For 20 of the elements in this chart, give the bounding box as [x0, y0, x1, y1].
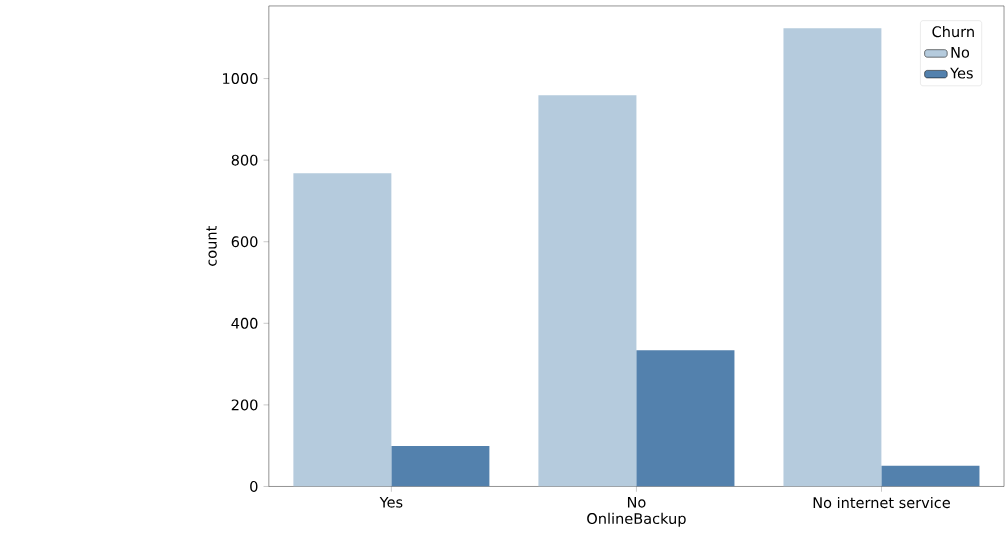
y-tick-label: 600 — [231, 236, 258, 248]
x-axis-title: OnlineBackup — [587, 512, 686, 527]
x-tick-label: No internet service — [813, 496, 950, 509]
bar — [783, 28, 882, 487]
x-tick-label: Yes — [379, 496, 403, 508]
y-axis-title: count — [206, 226, 217, 266]
legend-label: Yes — [950, 67, 973, 79]
y-tick-label: 800 — [231, 154, 258, 166]
bar — [636, 350, 735, 487]
bar — [881, 465, 980, 487]
y-tick-label: 400 — [231, 317, 258, 329]
y-tick-label: 0 — [250, 481, 258, 493]
y-tick-label: 1000 — [223, 73, 258, 85]
bar — [293, 173, 392, 487]
legend-title: Churn — [932, 25, 974, 38]
bar — [538, 95, 637, 487]
legend-label: No — [951, 47, 970, 58]
x-tick-label: No — [627, 496, 646, 508]
y-tick-label: 200 — [231, 399, 258, 411]
bar — [391, 446, 490, 487]
